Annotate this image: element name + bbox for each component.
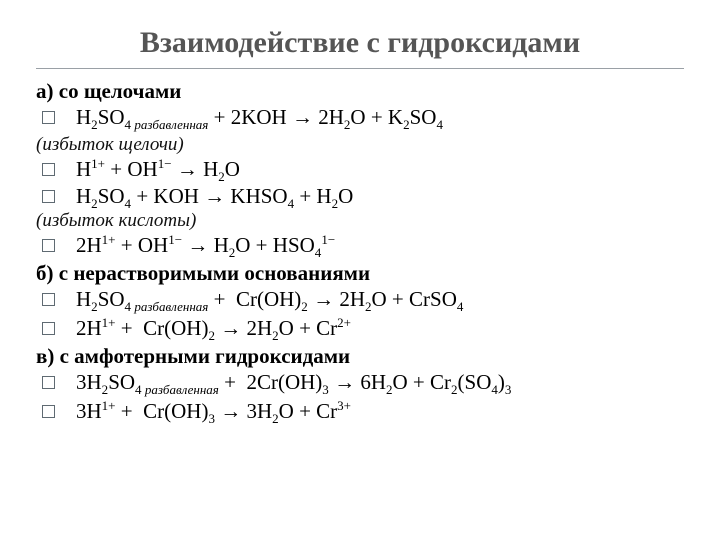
equation-b1: H2SO4 разбавленная + Cr(OH)2 → 2H2O + Cr… [36,287,684,315]
section-c-heading: в) с амфотерными гидроксидами [36,344,684,369]
bullet-icon [36,320,76,335]
equation-a3: H2SO4 + KOH → KHSO4 + H2O [36,184,684,210]
equation-c2: 3H1+ + Cr(OH)3 → 3H2O + Cr3+ [36,399,684,425]
equation-text: H2SO4 разбавленная + 2KOH → 2H2O + K2SO4 [76,105,684,133]
equation-text: 2H1+ + OH1− → H2O + HSO41− [76,233,684,259]
bullet-icon [36,291,76,306]
equation-a1: H2SO4 разбавленная + 2KOH → 2H2O + K2SO4 [36,105,684,133]
equation-a4: 2H1+ + OH1− → H2O + HSO41− [36,233,684,259]
equation-a2: H1+ + OH1− → H2O [36,157,684,183]
slide-root: Взаимодействие с гидроксидами а) со щело… [0,0,720,540]
section-a-heading: а) со щелочами [36,79,684,104]
note-a1: (избыток щелочи) [36,134,684,156]
equation-c1: 3H2SO4 разбавленная + 2Cr(OH)3 → 6H2O + … [36,370,684,398]
equation-text: H1+ + OH1− → H2O [76,157,684,183]
equation-text: H2SO4 разбавленная + Cr(OH)2 → 2H2O + Cr… [76,287,684,315]
bullet-icon [36,237,76,252]
equation-text: 3H1+ + Cr(OH)3 → 3H2O + Cr3+ [76,399,684,425]
bullet-icon [36,403,76,418]
bullet-icon [36,109,76,124]
equation-text: H2SO4 + KOH → KHSO4 + H2O [76,184,684,210]
section-b-heading: б) с нерастворимыми основаниями [36,261,684,286]
equation-text: 3H2SO4 разбавленная + 2Cr(OH)3 → 6H2O + … [76,370,684,398]
bullet-icon [36,161,76,176]
equation-text: 2H1+ + Cr(OH)2 → 2H2O + Cr2+ [76,316,684,342]
title-divider [36,68,684,69]
bullet-icon [36,188,76,203]
slide-title: Взаимодействие с гидроксидами [36,26,684,60]
bullet-icon [36,374,76,389]
note-a2: (избыток кислоты) [36,210,684,232]
equation-b2: 2H1+ + Cr(OH)2 → 2H2O + Cr2+ [36,316,684,342]
